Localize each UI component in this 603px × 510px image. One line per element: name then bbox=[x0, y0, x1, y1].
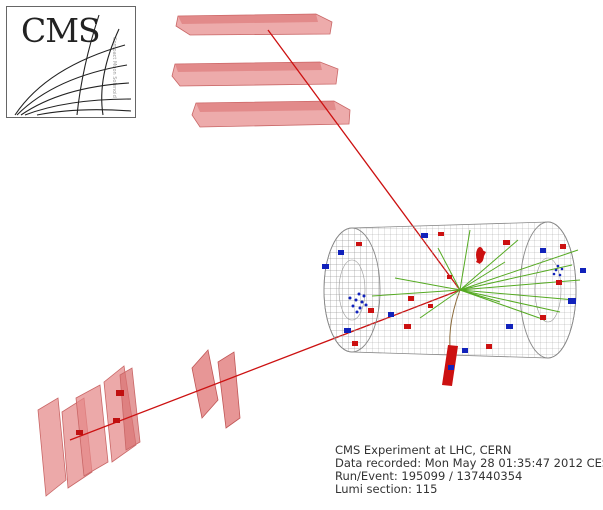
event-info: CMS Experiment at LHC, CERN Data recorde… bbox=[335, 444, 603, 496]
logo-text: CMS bbox=[21, 11, 101, 50]
lumi-section: Lumi section: 115 bbox=[335, 482, 438, 496]
muon-chambers-bottom-left bbox=[37, 349, 241, 497]
vertex-clusters bbox=[348, 264, 564, 314]
muon-chambers-top bbox=[171, 13, 351, 128]
data-recorded: Data recorded: Mon May 28 01:35:47 2012 … bbox=[335, 456, 603, 470]
calorimeter-hits bbox=[322, 232, 586, 386]
logo-tracks-icon bbox=[14, 14, 132, 116]
jet-tracks bbox=[371, 229, 581, 363]
run-event: Run/Event: 195099 / 137440354 bbox=[335, 469, 523, 483]
experiment-label: CMS Experiment at LHC, CERN bbox=[335, 443, 512, 457]
cms-logo: CMS Compact Muon Solenoid bbox=[6, 6, 136, 118]
